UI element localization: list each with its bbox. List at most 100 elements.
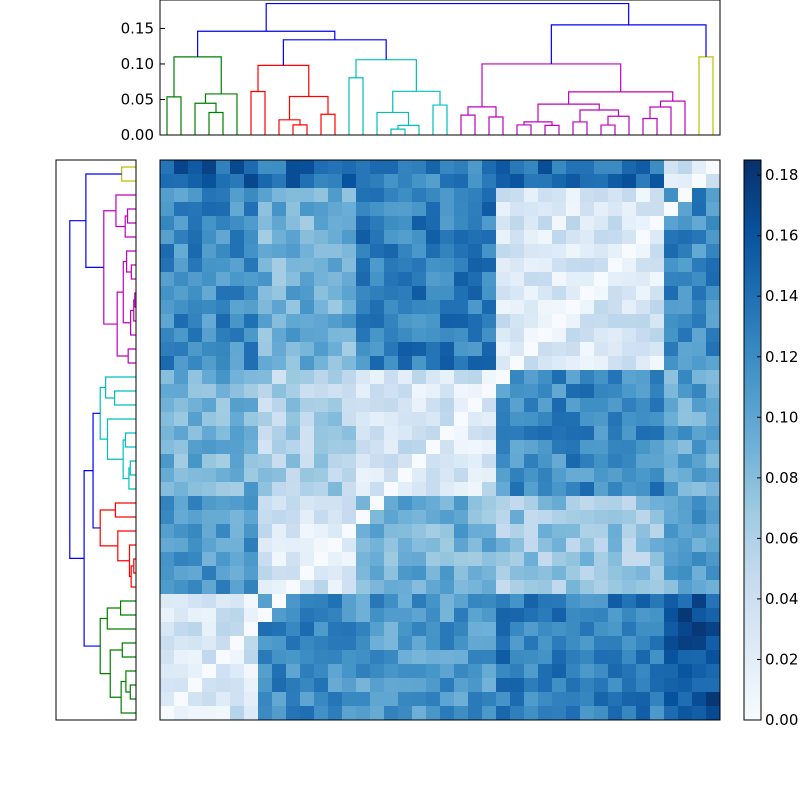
heatmap-cell [342,216,357,231]
heatmap-cell [664,188,679,203]
heatmap-cell [566,706,581,721]
heatmap-cell [188,202,203,217]
colorbar-tick-label: 0.04 [765,590,798,608]
heatmap-cell [650,552,665,567]
heatmap-cell [398,370,413,385]
heatmap-cell [300,510,315,525]
heatmap-cell [482,244,497,259]
heatmap-cell [706,216,721,231]
heatmap-cell [510,552,525,567]
heatmap-cell [454,664,469,679]
heatmap-cell [426,510,441,525]
heatmap-cell [468,230,483,245]
heatmap-cell [468,412,483,427]
heatmap-cell [636,272,651,287]
heatmap-cell [454,160,469,175]
heatmap-cell [398,538,413,553]
heatmap-cell [440,552,455,567]
heatmap-cell [216,552,231,567]
heatmap-cell [552,202,567,217]
heatmap-cell [328,342,343,357]
heatmap-cell [524,286,539,301]
heatmap-matrix [159,159,721,721]
heatmap-cell [622,384,637,399]
heatmap-cell [594,426,609,441]
heatmap-cell [678,370,693,385]
heatmap-cell [692,706,707,721]
heatmap-cell [664,384,679,399]
heatmap-cell [650,356,665,371]
heatmap-cell [356,314,371,329]
heatmap-cell [482,328,497,343]
heatmap-cell [384,496,399,511]
dendrogram-link [282,39,387,66]
heatmap-cell [188,566,203,581]
heatmap-cell [244,454,259,469]
heatmap-cell [636,188,651,203]
heatmap-cell [594,314,609,329]
heatmap-cell [272,608,287,623]
heatmap-cell [538,552,553,567]
heatmap-cell [538,622,553,637]
heatmap-cell [468,454,483,469]
heatmap-cell [370,230,385,245]
heatmap-cell [216,566,231,581]
heatmap-cell [230,286,245,301]
heatmap-cell [496,188,511,203]
heatmap-cell [272,538,287,553]
heatmap-cell [454,468,469,483]
colorbar-gradient [743,159,762,721]
heatmap-cell [272,258,287,273]
y-tick-label: 0.00 [121,126,154,144]
heatmap-cell [524,454,539,469]
heatmap-cell [510,286,525,301]
heatmap-cell [608,188,623,203]
heatmap-cell [552,454,567,469]
heatmap-cell [174,664,189,679]
heatmap-cell [510,664,525,679]
heatmap-cell [314,258,329,273]
heatmap-cell [510,496,525,511]
heatmap-cell [706,328,721,343]
heatmap-cell [244,622,259,637]
heatmap-cell [356,328,371,343]
heatmap-cell [524,244,539,259]
heatmap-cell [244,314,259,329]
heatmap-cell [622,510,637,525]
heatmap-cell [426,594,441,609]
heatmap-cell [524,524,539,539]
heatmap-cell [706,510,721,525]
heatmap-cell [356,524,371,539]
heatmap-cell [622,664,637,679]
heatmap-cell [510,594,525,609]
heatmap-cell [538,496,553,511]
heatmap-cell [552,706,567,721]
heatmap-cell [412,580,427,595]
dendrogram-branch [523,121,553,126]
heatmap-cell [482,398,497,413]
heatmap-cell [314,398,329,413]
heatmap-cell [398,412,413,427]
heatmap-cell [314,230,329,245]
heatmap-cell [370,384,385,399]
heatmap-cell [244,636,259,651]
heatmap-cell [412,468,427,483]
heatmap-cell [202,370,217,385]
heatmap-cell [706,230,721,245]
heatmap-cell [356,454,371,469]
heatmap-cell [216,678,231,693]
heatmap-cell [160,608,175,623]
heatmap-cell [454,552,469,567]
heatmap-cell [496,510,511,525]
heatmap-cell [650,678,665,693]
dendrogram-branch [659,100,686,135]
heatmap-cell [342,398,357,413]
heatmap-cell [328,692,343,707]
heatmap-cell [692,580,707,595]
heatmap-cell [538,482,553,497]
heatmap-cell [230,678,245,693]
heatmap-cell [454,538,469,553]
heatmap-cell [426,622,441,637]
heatmap-cell [650,300,665,315]
